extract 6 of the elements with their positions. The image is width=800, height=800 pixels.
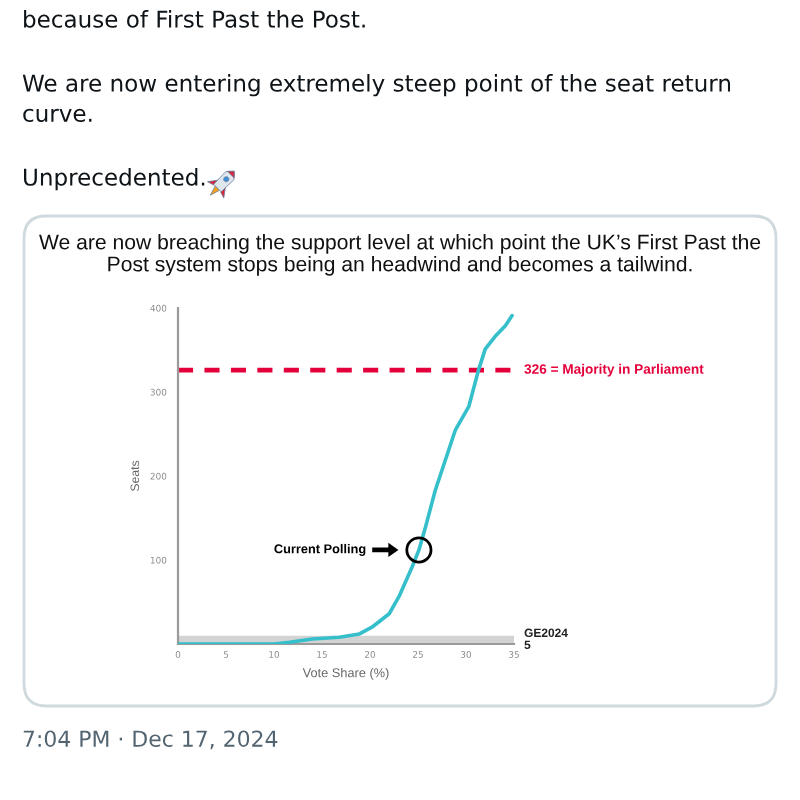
chart-title: We are now breaching the support level at which point the UK’s First Past the Post system stops being an headwind and becomes a tailwind. [39,234,761,276]
line-series [178,313,514,644]
text: Unprecedented. [24,168,205,191]
text: We are now entering extremely steep point of the seat return curve. [22,74,731,123]
text: because of First Past the Post. [24,10,365,28]
text: 7:04 PM · Dec 17, 2024 [23,730,278,750]
